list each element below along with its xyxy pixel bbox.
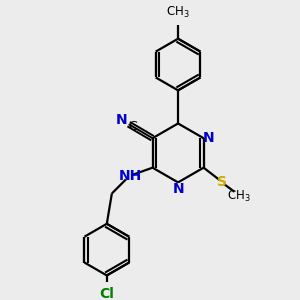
Text: N: N (172, 182, 184, 196)
Text: CH$_3$: CH$_3$ (227, 189, 250, 204)
Text: NH: NH (118, 169, 142, 183)
Text: S: S (217, 175, 227, 189)
Text: Cl: Cl (99, 287, 114, 300)
Text: N: N (202, 131, 214, 145)
Text: C: C (128, 120, 137, 133)
Text: CH$_3$: CH$_3$ (166, 5, 190, 20)
Text: N: N (116, 113, 127, 127)
